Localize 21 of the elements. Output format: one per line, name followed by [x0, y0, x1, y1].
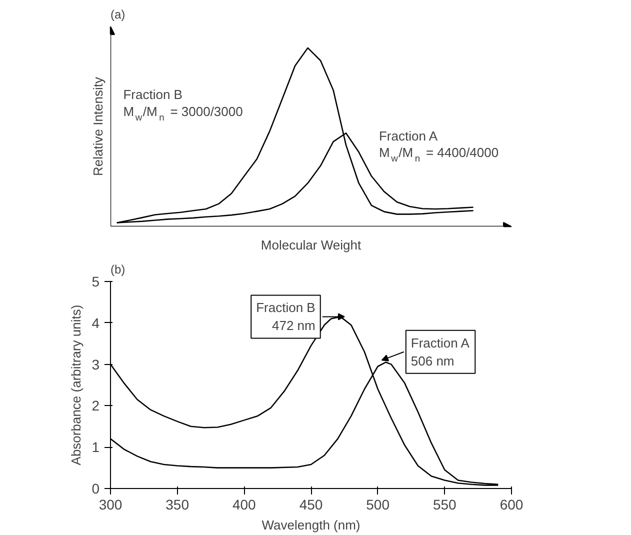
y-tick-label: 2 [92, 398, 100, 414]
y-axis-title: Absorbance (arbitrary units) [68, 304, 84, 466]
y-tick-label: 1 [92, 439, 100, 456]
x-tick-label: 500 [366, 496, 390, 512]
x-tick-label: 450 [299, 496, 323, 512]
x-tick-label: 350 [166, 496, 190, 512]
x-tick-label: 550 [432, 496, 457, 512]
y-tick-label: 5 [92, 274, 100, 290]
annotation: Fraction A 506 nm [410, 335, 470, 368]
x-tick-label: 400 [232, 496, 256, 512]
x-axis-title: Wavelength (nm) [262, 518, 360, 532]
y-axis-title: Relative Intensity [90, 76, 106, 176]
y-tick-label: 4 [92, 314, 100, 331]
x-tick-label: 600 [500, 496, 524, 512]
chart-title: (b) [110, 262, 126, 276]
x-axis-title: Molecular Weight [260, 238, 362, 252]
y-tick-label: 3 [92, 356, 100, 372]
chart-title: (a) [110, 8, 126, 22]
annotation: Fraction B 472 nm [256, 300, 316, 334]
x-tick-label: 300 [98, 496, 122, 512]
y-tick-label: 0 [92, 480, 100, 496]
